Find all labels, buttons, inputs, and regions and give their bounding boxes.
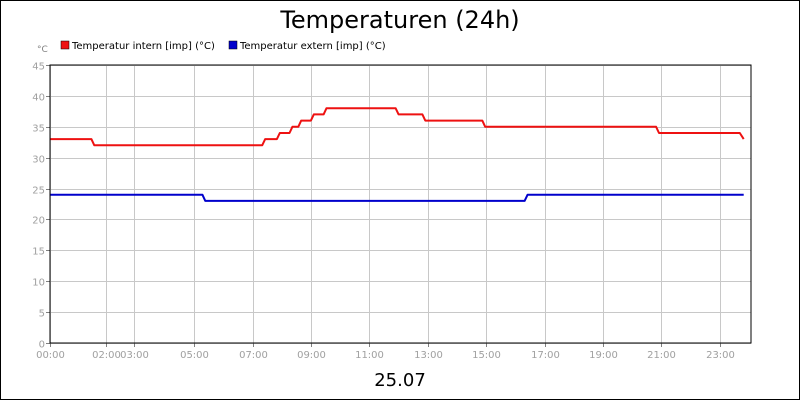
x-tick-label: 00:00 [36, 350, 65, 361]
y-tick-label: 20 [32, 216, 45, 227]
series-line-extern [50, 193, 744, 202]
x-axis-label: 25.07 [374, 370, 426, 391]
x-tick-label: 23:00 [706, 350, 735, 361]
y-tick-label: 40 [32, 93, 45, 104]
x-tick-label: 19:00 [589, 350, 618, 361]
legend-swatch [228, 40, 238, 50]
x-tick-label: 07:00 [239, 350, 268, 361]
legend: Temperatur intern [imp] (°C) Temperatur e… [60, 40, 386, 52]
y-tick-label: 5 [39, 309, 45, 320]
x-tick-label: 03:00 [120, 350, 149, 361]
x-tick-label: 21:00 [647, 350, 676, 361]
y-tick-label: 30 [32, 155, 45, 166]
legend-swatch [60, 40, 70, 50]
y-tick-label: 0 [39, 340, 45, 351]
x-tick-label: 11:00 [355, 350, 384, 361]
chart-title: Temperaturen (24h) [279, 6, 519, 34]
y-tick-label: 15 [32, 247, 45, 258]
x-tick-label: 15:00 [472, 350, 501, 361]
legend-item-intern: Temperatur intern [imp] (°C) [60, 40, 215, 52]
y-axis-unit: °C [37, 45, 48, 55]
grid [50, 65, 751, 344]
y-tick-label: 25 [32, 186, 45, 197]
legend-item-extern: Temperatur extern [imp] (°C) [228, 40, 386, 52]
x-tick-label: 09:00 [297, 350, 326, 361]
x-tick-label: 05:00 [180, 350, 209, 361]
x-tick-label: 13:00 [414, 350, 443, 361]
y-tick-label: 10 [32, 278, 45, 289]
legend-label: Temperatur intern [imp] (°C) [71, 41, 215, 52]
legend-label: Temperatur extern [imp] (°C) [239, 41, 386, 52]
y-tick-label: 35 [32, 124, 45, 135]
plot-area-border [49, 64, 752, 344]
x-axis-ticks: 00:00 02:00 03:00 05:00 07:00 09:00 11:00 13:00… [36, 343, 735, 361]
x-tick-label: 02:00 [92, 350, 121, 361]
series-layer [50, 107, 745, 202]
series-line-intern [50, 107, 745, 147]
x-tick-label: 17:00 [531, 350, 560, 361]
y-tick-label: 45 [32, 62, 45, 73]
y-axis-ticks: 0 5 10 15 20 25 30 35 40 45 [32, 62, 50, 351]
